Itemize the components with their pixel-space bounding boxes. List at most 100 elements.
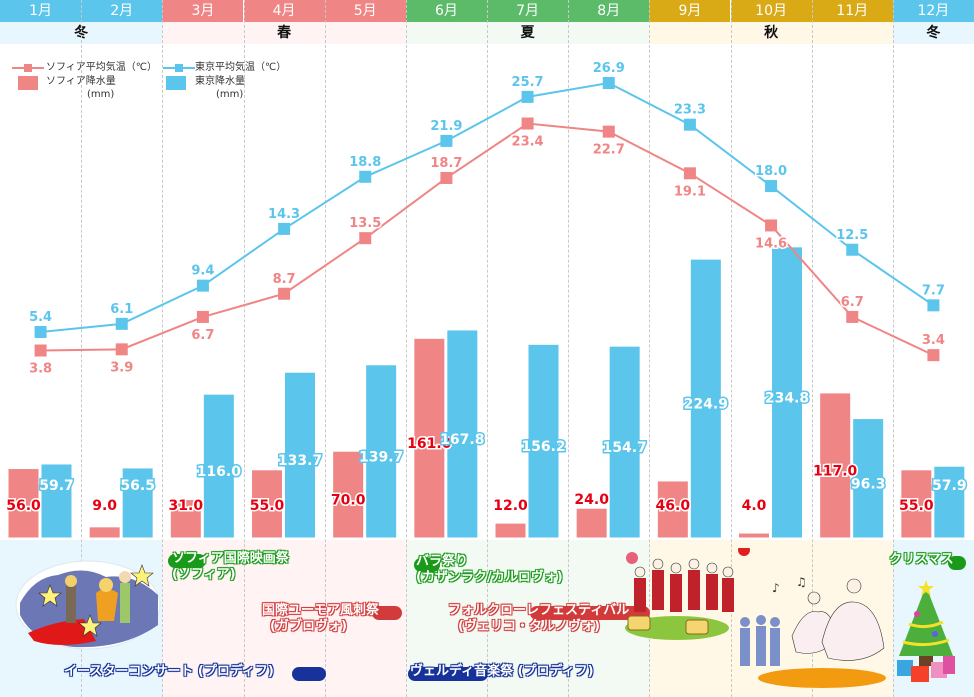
sofia-temp-label: 23.4 — [512, 135, 544, 150]
sofia-precip-bar — [819, 392, 852, 539]
tokyo-precip-label: 224.9 — [684, 397, 728, 413]
tokyo-temp-label: 26.9 — [593, 61, 625, 76]
sofia-precip-bar — [332, 450, 365, 539]
tokyo-precip-label: 116.0 — [197, 464, 242, 480]
sofia-precip-bar — [900, 469, 933, 539]
sofia-temp-point — [278, 287, 291, 300]
event-humor-satire-festival: 国際ユーモア風刺祭 (ガブロヴォ) — [256, 603, 385, 635]
event-title: フォルクローレフェスティバル — [448, 603, 630, 618]
event-pill — [292, 667, 326, 681]
tokyo-precip-bar — [608, 345, 641, 539]
tokyo-temp-label: 6.1 — [110, 302, 133, 317]
sofia-precip-bar — [575, 507, 608, 539]
tokyo-precip-bar — [771, 246, 803, 539]
tokyo-precip-bar — [852, 418, 885, 539]
event-pill — [414, 558, 440, 572]
tokyo-precip-label: 96.3 — [851, 476, 886, 492]
month-separator — [162, 0, 163, 697]
month-header-cell: 12月 — [892, 0, 974, 22]
event-pill — [530, 606, 650, 620]
sofia-precip-bar — [656, 480, 689, 539]
tokyo-temp-label: 5.4 — [29, 310, 52, 325]
tokyo-temp-point — [846, 243, 859, 256]
sofia-temp-point — [846, 310, 859, 323]
event-sofia-film-festival: ソフィア国際映画祭 (ソフィア) — [166, 551, 295, 583]
sofia-precip-label: 12.0 — [493, 498, 528, 514]
tokyo-temp-point — [521, 90, 534, 103]
christmas-tree-illustration — [897, 580, 955, 682]
tokyo-precip-bar — [527, 343, 560, 539]
event-pill — [372, 606, 402, 620]
event-rose-festival: バラ祭り (カザンラク/カルロヴォ) — [410, 554, 569, 586]
event-location: (ヴェリコ・タルノヴォ) — [458, 619, 600, 634]
svg-text:♪: ♪ — [772, 581, 780, 595]
tokyo-temp-label: 25.7 — [512, 75, 544, 90]
tokyo-precip-label: 234.8 — [765, 390, 809, 406]
season-label: 春 — [162, 22, 406, 44]
tokyo-temp-label: 12.5 — [836, 228, 868, 243]
sofia-temp-label: 14.6 — [755, 236, 787, 251]
month-separator — [731, 0, 732, 697]
tokyo-temp-point — [683, 118, 696, 131]
event-title: バラ祭り — [416, 554, 469, 569]
sofia-temp-label: 19.1 — [674, 184, 706, 199]
event-folklore-festival: フォルクローレフェスティバル (ヴェリコ・タルノヴォ) — [442, 603, 635, 635]
legend-tokyo-precip-unit: (mm) — [216, 89, 244, 100]
sofia-precip-bar — [88, 526, 121, 539]
tokyo-precip-bar — [933, 465, 966, 539]
tokyo-precip-label: 156.2 — [521, 439, 565, 455]
month-header-cell: 6月 — [405, 0, 487, 22]
sofia-precip-bar — [169, 499, 202, 539]
sofia-precip-label: 24.0 — [574, 492, 609, 508]
sofia-precip-bar — [413, 337, 446, 539]
tokyo-precip-label: 56.5 — [120, 478, 155, 494]
tokyo-precip-label: 57.9 — [932, 478, 967, 494]
legend-tokyo-temp: 東京平均気温（℃） — [195, 62, 287, 73]
month-header-cell: 10月 — [730, 0, 812, 22]
month-header-cell: 7月 — [487, 0, 569, 22]
event-title: 国際ユーモア風刺祭 — [262, 603, 380, 618]
sofia-precip-label: 56.0 — [6, 498, 41, 514]
month-separator — [893, 0, 894, 697]
legend-sofia-precip: ソフィア降水量 — [46, 76, 116, 87]
legend-sofia-temp-marker — [12, 64, 44, 72]
tokyo-precip-bar — [40, 463, 73, 539]
sofia-temp-label: 3.8 — [29, 361, 52, 376]
month-header-cell: 1月 — [0, 0, 82, 22]
event-location: (カザンラク/カルロヴォ) — [416, 570, 563, 585]
sofia-precip-label: 55.0 — [250, 498, 285, 514]
tokyo-precip-label: 133.7 — [278, 453, 322, 469]
sofia-precip-label: 4.0 — [742, 498, 767, 514]
sofia-temp-label: 3.9 — [110, 360, 133, 375]
sofia-precip-bar — [7, 468, 40, 539]
tokyo-precip-label: 59.7 — [39, 478, 74, 494]
tokyo-temp-point — [196, 279, 209, 292]
sofia-temp-point — [115, 343, 128, 356]
tokyo-temp-label: 18.8 — [349, 155, 381, 170]
month-separator — [244, 0, 245, 697]
tokyo-temp-label: 18.0 — [755, 164, 787, 179]
tokyo-temp-point — [927, 299, 940, 312]
month-separator — [649, 0, 650, 697]
season-label: 夏 — [405, 22, 650, 44]
event-christmas: クリスマス — [889, 552, 954, 567]
sofia-temp-label: 22.7 — [593, 143, 625, 158]
month-header-row: 1月 2月 3月 4月 5月 6月 7月 8月 9月 10月 11月 12月 — [0, 0, 974, 22]
sofia-temp-label: 18.7 — [430, 156, 462, 171]
season-label: 秋 — [649, 22, 893, 44]
sofia-precip-label: 46.0 — [656, 498, 691, 514]
sofia-temp-label: 8.7 — [273, 272, 296, 287]
tokyo-temp-label: 21.9 — [430, 119, 462, 134]
tokyo-precip-bar — [689, 258, 722, 539]
sofia-temp-point — [34, 344, 47, 357]
event-verdi-festival: ヴェルディ音楽祭 (プロディフ) — [410, 664, 594, 679]
folk-dance-illustration: ♪ ♫ — [625, 548, 886, 688]
sofia-precip-label: 70.0 — [331, 493, 366, 509]
tokyo-precip-bar — [365, 364, 398, 539]
tokyo-temp-point — [359, 170, 372, 183]
month-header-cell: 2月 — [81, 0, 163, 22]
month-header-cell: 5月 — [324, 0, 406, 22]
tokyo-temp-line — [40, 81, 934, 333]
event-title: ソフィア国際映画祭 — [172, 551, 289, 566]
tokyo-precip-bar — [121, 467, 154, 539]
